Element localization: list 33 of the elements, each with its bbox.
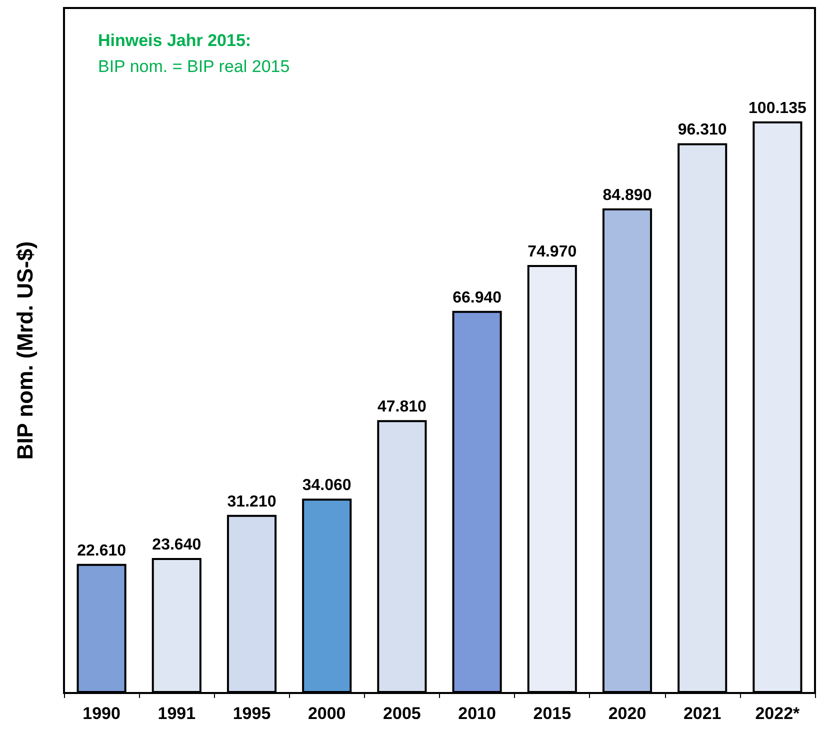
data-label: 84.890 <box>602 186 652 204</box>
annotation: BIP nom. = BIP real 2015 <box>98 57 290 76</box>
bar <box>752 121 802 693</box>
x-tick-label: 2020 <box>608 704 646 723</box>
bar <box>452 310 502 693</box>
bar <box>226 514 277 693</box>
bar <box>377 420 427 693</box>
bar <box>152 558 202 693</box>
data-label: 96.310 <box>678 122 727 139</box>
x-tick-label: 2005 <box>383 704 421 723</box>
bar <box>76 564 126 693</box>
data-label: 47.810 <box>377 398 427 416</box>
data-label: 66.940 <box>452 289 502 306</box>
y-axis-title: BIP nom. (Mrd. US-$) <box>12 241 38 460</box>
data-label: 34.060 <box>302 477 352 494</box>
bar <box>602 208 652 693</box>
x-tick-label: 2022* <box>755 704 800 723</box>
x-tick-label: 1995 <box>232 704 271 723</box>
x-tick-label: 2015 <box>533 704 572 723</box>
x-tick-label: 2021 <box>683 704 722 723</box>
x-tick-label: 2010 <box>458 704 496 723</box>
bar <box>678 143 728 693</box>
x-tick-label: 1991 <box>158 704 196 723</box>
data-label: 74.970 <box>528 244 577 261</box>
annotation: Hinweis Jahr 2015: <box>98 31 252 50</box>
data-label: 31.210 <box>227 493 276 510</box>
x-tick-label: 2000 <box>308 704 346 723</box>
data-label: 22.610 <box>77 542 126 560</box>
bar <box>527 265 577 693</box>
data-label: 23.640 <box>152 536 202 554</box>
x-tick-label: 1990 <box>82 704 120 723</box>
data-label: 100.135 <box>748 100 806 117</box>
bar <box>302 498 352 693</box>
